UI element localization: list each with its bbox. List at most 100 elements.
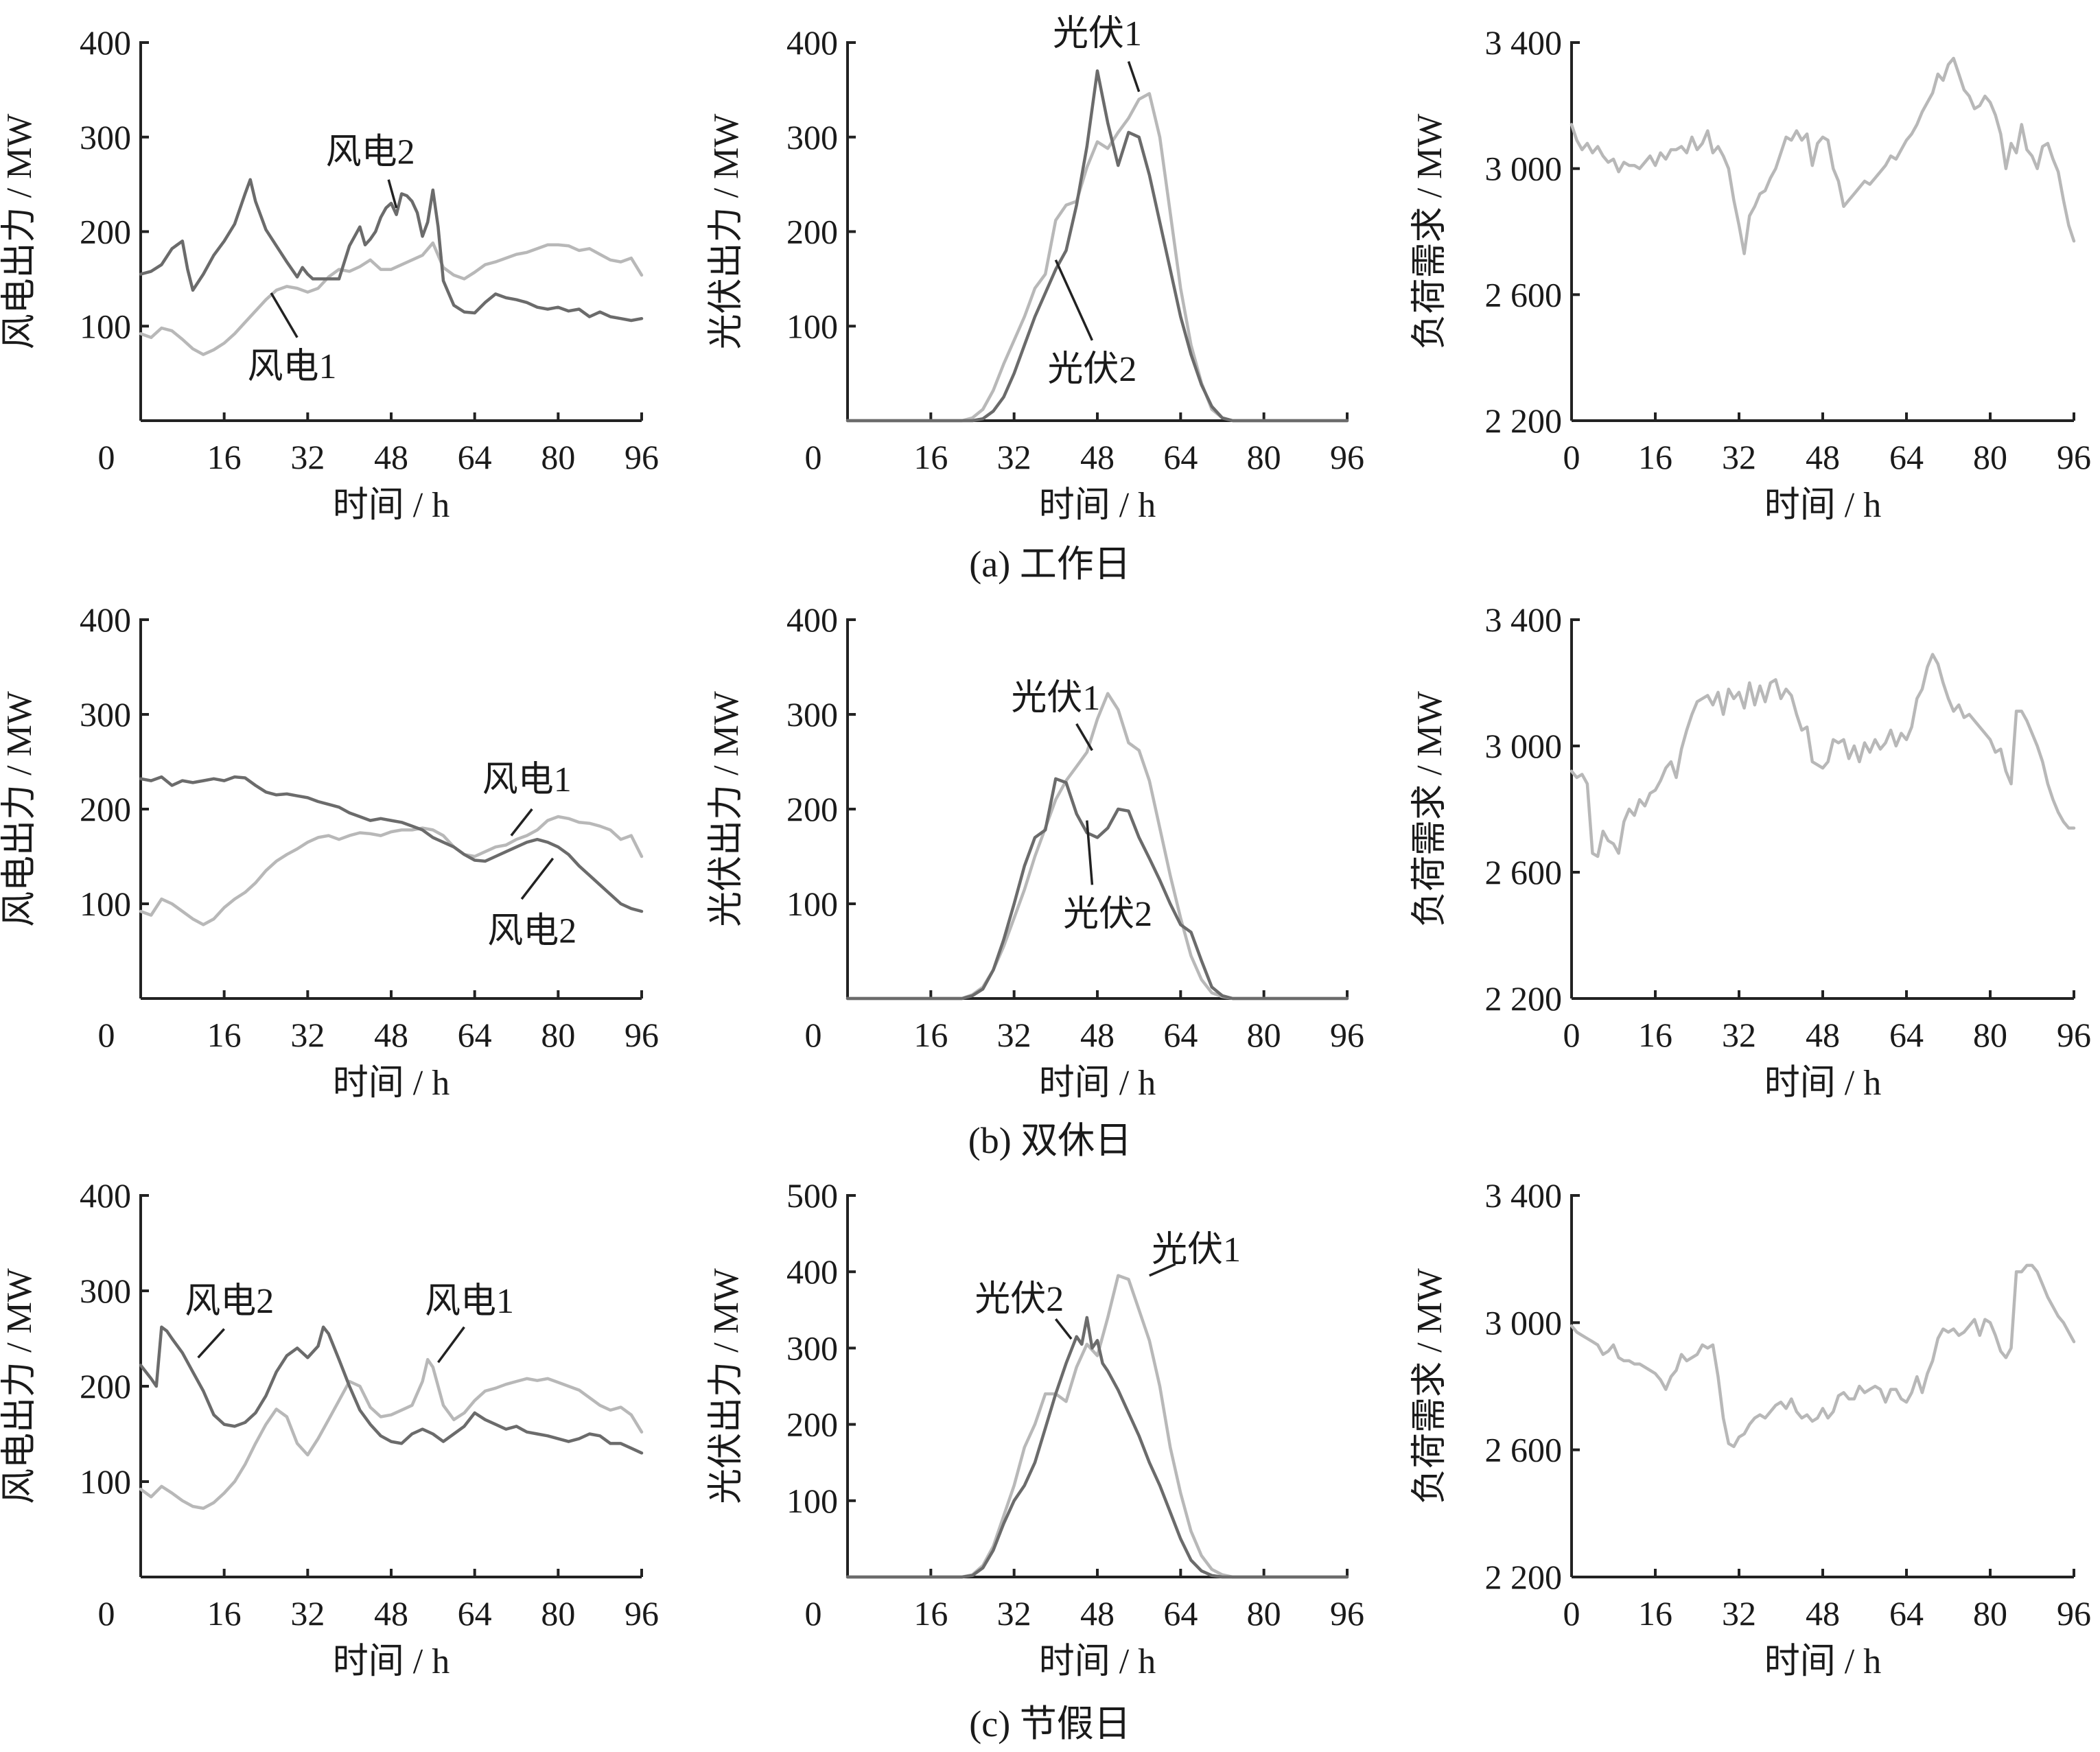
y-tick-label: 100 [786,1482,838,1520]
chart-panel-wind-c: 100 200 300 400 16 32 48 64 80 96 0 时间 / h 风电出力 / MW… [0,1176,659,1681]
y-tick-label: 300 [786,118,838,156]
x-tick-label: 32 [997,1016,1031,1054]
x-tick-label: 64 [1163,1594,1198,1633]
y-tick-label: 200 [80,213,131,251]
y-tick-label: 3 400 [1485,23,1563,62]
x-tick-label: 96 [1330,1594,1364,1633]
series-annotation-label: 光伏1 [1011,679,1100,718]
y-tick-label: 400 [80,1176,131,1215]
x-tick-label: 16 [207,438,242,476]
x-axis-title: 时间 / h [1764,1642,1881,1681]
annotation-leader-line [520,857,555,900]
series-line-光伏1 [845,92,1349,423]
x-tick-label: 64 [1889,1594,1924,1633]
series-line-风电1 [139,241,644,356]
chart-panel-pv-a: 100 200 300 400 16 32 48 64 80 96 0 时间 / h 光伏出力 / MW… [707,14,1364,525]
chart-panel-pv-c: 100 200 300 400 500 16 32 48 64 80 96 0 时间 / h 光伏出力 /… [707,1176,1364,1681]
origin-label: 0 [98,438,115,476]
x-tick-label: 16 [1638,1594,1672,1633]
y-tick-label: 200 [786,213,838,251]
x-tick-label: 64 [458,1016,492,1054]
chart-panel-load-a: 2 200 2 600 3 000 3 400 0 16 32 48 64 80 96 时间 / h 负… [1410,23,2091,525]
y-tick-label: 3 400 [1485,1176,1563,1215]
y-tick-label: 2 600 [1485,853,1563,891]
y-axis-title: 风电出力 / MW [0,1268,39,1504]
x-tick-label: 16 [913,438,948,476]
x-tick-label: 80 [541,1016,575,1054]
y-tick-label: 3 000 [1485,727,1563,765]
series-line-风电1 [139,1357,644,1510]
x-tick-label: 32 [1722,438,1756,476]
x-tick-label: 48 [374,1016,408,1054]
y-axis-title: 风电出力 / MW [0,691,39,927]
x-axis-title: 时间 / h [333,486,450,525]
x-axis-title: 时间 / h [1764,1064,1881,1103]
y-tick-label: 400 [786,1252,838,1291]
x-tick-label: 80 [1973,1016,2007,1054]
y-axis-title: 负荷需求 / MW [1410,114,1449,350]
x-tick-label: 48 [1806,1594,1840,1633]
x-axis-title: 时间 / h [1039,486,1156,525]
series-annotation-label: 风电2 [185,1282,274,1321]
series-line-风电2 [139,178,644,323]
series-line-load [1570,56,2076,255]
x-tick-label: 32 [997,438,1031,476]
annotation-leader-line [1054,1318,1073,1340]
series-line-风电2 [139,775,644,913]
series-annotation-label: 光伏2 [1047,350,1136,389]
y-tick-label: 2 200 [1485,979,1563,1018]
y-tick-label: 3 000 [1485,1303,1563,1342]
x-tick-label: 0 [1563,438,1580,476]
chart-panel-pv-b: 100 200 300 400 16 32 48 64 80 96 0 时间 / h 光伏出力 / MW… [707,600,1364,1103]
y-axis-title: 光伏出力 / MW [707,114,746,350]
y-tick-label: 300 [80,1272,131,1310]
origin-label: 0 [98,1016,115,1054]
series-annotation-label: 光伏1 [1053,14,1142,54]
x-tick-label: 16 [913,1594,948,1633]
x-tick-label: 16 [1638,438,1672,476]
y-tick-label: 100 [80,307,131,345]
y-tick-label: 300 [80,118,131,156]
x-axis-title: 时间 / h [333,1642,450,1681]
y-tick-label: 400 [786,600,838,639]
y-axis-title: 风电出力 / MW [0,114,39,350]
y-tick-label: 100 [786,307,838,345]
series-annotation-label: 光伏2 [1063,895,1152,934]
origin-label: 0 [98,1594,115,1633]
x-tick-label: 32 [1722,1016,1756,1054]
y-tick-label: 3 000 [1485,150,1563,188]
x-tick-label: 16 [913,1016,948,1054]
x-tick-label: 80 [1973,1594,2007,1633]
caption-a: (a) 工作日 [969,544,1130,585]
x-tick-label: 80 [1247,1594,1281,1633]
y-tick-label: 2 200 [1485,1558,1563,1596]
x-tick-label: 48 [1080,438,1115,476]
x-tick-label: 96 [2057,438,2091,476]
annotation-leader-line [1149,1263,1176,1277]
series-annotation-label: 风电1 [248,347,337,386]
series-annotation-label: 光伏1 [1152,1230,1241,1270]
series-annotation-label: 光伏2 [975,1280,1064,1319]
series-line-光伏2 [845,69,1349,423]
x-axis-title: 时间 / h [1039,1642,1156,1681]
origin-label: 0 [805,1594,822,1633]
caption-b: (b) 双休日 [968,1120,1132,1161]
x-tick-label: 80 [1247,1016,1281,1054]
x-tick-label: 32 [997,1594,1031,1633]
x-tick-label: 32 [290,438,325,476]
series-line-风电2 [139,1325,644,1455]
x-tick-label: 96 [2057,1016,2091,1054]
x-tick-label: 80 [1973,438,2007,476]
series-line-光伏2 [845,777,1349,1001]
x-tick-label: 96 [1330,438,1364,476]
y-axis-title: 负荷需求 / MW [1410,1268,1449,1504]
x-tick-label: 48 [1806,438,1840,476]
origin-label: 0 [805,1016,822,1054]
annotation-leader-line [1127,60,1141,93]
annotation-leader-line [197,1328,225,1359]
y-tick-label: 3 400 [1485,600,1563,639]
x-axis-title: 时间 / h [1039,1064,1156,1103]
series-line-load [1570,653,2076,859]
x-tick-label: 96 [625,1016,659,1054]
